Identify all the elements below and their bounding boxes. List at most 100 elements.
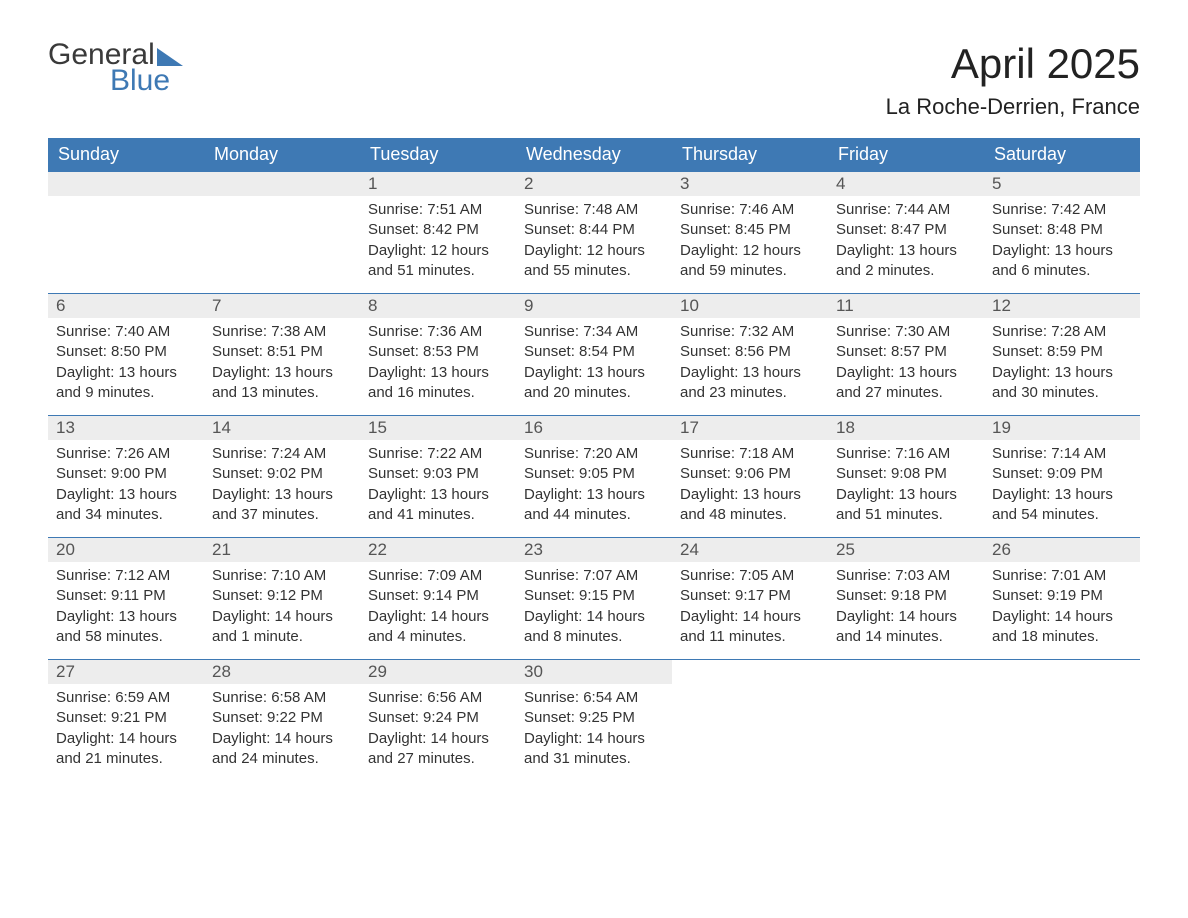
day-cell: 12Sunrise: 7:28 AMSunset: 8:59 PMDayligh… bbox=[984, 294, 1140, 416]
sunrise-text: Sunrise: 7:42 AM bbox=[992, 200, 1132, 220]
daylight-line1: Daylight: 13 hours bbox=[212, 363, 352, 383]
daylight-line2: and 13 minutes. bbox=[212, 383, 352, 403]
sunset-text: Sunset: 8:56 PM bbox=[680, 342, 820, 362]
day-cell: 25Sunrise: 7:03 AMSunset: 9:18 PMDayligh… bbox=[828, 538, 984, 660]
day-body: Sunrise: 7:09 AMSunset: 9:14 PMDaylight:… bbox=[360, 562, 516, 655]
day-cell: 13Sunrise: 7:26 AMSunset: 9:00 PMDayligh… bbox=[48, 416, 204, 538]
day-body: Sunrise: 7:42 AMSunset: 8:48 PMDaylight:… bbox=[984, 196, 1140, 289]
logo-word-blue: Blue bbox=[110, 66, 183, 96]
sunset-text: Sunset: 8:51 PM bbox=[212, 342, 352, 362]
day-cell: 29Sunrise: 6:56 AMSunset: 9:24 PMDayligh… bbox=[360, 660, 516, 782]
sunrise-text: Sunrise: 7:24 AM bbox=[212, 444, 352, 464]
day-body: Sunrise: 7:28 AMSunset: 8:59 PMDaylight:… bbox=[984, 318, 1140, 411]
sunset-text: Sunset: 9:05 PM bbox=[524, 464, 664, 484]
day-number: 4 bbox=[828, 172, 984, 196]
sunset-text: Sunset: 8:57 PM bbox=[836, 342, 976, 362]
day-number: 23 bbox=[516, 538, 672, 562]
day-number: 8 bbox=[360, 294, 516, 318]
day-number: 18 bbox=[828, 416, 984, 440]
daylight-line2: and 30 minutes. bbox=[992, 383, 1132, 403]
day-body: Sunrise: 7:48 AMSunset: 8:44 PMDaylight:… bbox=[516, 196, 672, 289]
day-body: Sunrise: 7:51 AMSunset: 8:42 PMDaylight:… bbox=[360, 196, 516, 289]
sunset-text: Sunset: 9:24 PM bbox=[368, 708, 508, 728]
daylight-line2: and 59 minutes. bbox=[680, 261, 820, 281]
sunset-text: Sunset: 9:15 PM bbox=[524, 586, 664, 606]
day-cell: 14Sunrise: 7:24 AMSunset: 9:02 PMDayligh… bbox=[204, 416, 360, 538]
day-number: 20 bbox=[48, 538, 204, 562]
sunset-text: Sunset: 8:59 PM bbox=[992, 342, 1132, 362]
sunrise-text: Sunrise: 7:38 AM bbox=[212, 322, 352, 342]
daylight-line1: Daylight: 13 hours bbox=[836, 241, 976, 261]
day-number: 21 bbox=[204, 538, 360, 562]
day-body: Sunrise: 7:03 AMSunset: 9:18 PMDaylight:… bbox=[828, 562, 984, 655]
day-body: Sunrise: 7:34 AMSunset: 8:54 PMDaylight:… bbox=[516, 318, 672, 411]
day-body: Sunrise: 7:20 AMSunset: 9:05 PMDaylight:… bbox=[516, 440, 672, 533]
day-cell: 9Sunrise: 7:34 AMSunset: 8:54 PMDaylight… bbox=[516, 294, 672, 416]
daylight-line2: and 27 minutes. bbox=[836, 383, 976, 403]
day-number: 30 bbox=[516, 660, 672, 684]
daylight-line2: and 55 minutes. bbox=[524, 261, 664, 281]
day-number: 10 bbox=[672, 294, 828, 318]
daylight-line1: Daylight: 12 hours bbox=[524, 241, 664, 261]
day-header: Thursday bbox=[672, 138, 828, 172]
sunset-text: Sunset: 9:18 PM bbox=[836, 586, 976, 606]
day-cell: 8Sunrise: 7:36 AMSunset: 8:53 PMDaylight… bbox=[360, 294, 516, 416]
daylight-line1: Daylight: 14 hours bbox=[56, 729, 196, 749]
week-row: 13Sunrise: 7:26 AMSunset: 9:00 PMDayligh… bbox=[48, 416, 1140, 538]
daylight-line1: Daylight: 13 hours bbox=[524, 485, 664, 505]
day-number: 27 bbox=[48, 660, 204, 684]
sunset-text: Sunset: 9:25 PM bbox=[524, 708, 664, 728]
location-label: La Roche-Derrien, France bbox=[886, 94, 1140, 120]
sunset-text: Sunset: 8:53 PM bbox=[368, 342, 508, 362]
day-body: Sunrise: 7:24 AMSunset: 9:02 PMDaylight:… bbox=[204, 440, 360, 533]
daylight-line2: and 51 minutes. bbox=[836, 505, 976, 525]
day-cell: 4Sunrise: 7:44 AMSunset: 8:47 PMDaylight… bbox=[828, 172, 984, 294]
sunset-text: Sunset: 8:45 PM bbox=[680, 220, 820, 240]
day-cell: 30Sunrise: 6:54 AMSunset: 9:25 PMDayligh… bbox=[516, 660, 672, 782]
day-number: 25 bbox=[828, 538, 984, 562]
day-header: Wednesday bbox=[516, 138, 672, 172]
daylight-line2: and 48 minutes. bbox=[680, 505, 820, 525]
day-number: 16 bbox=[516, 416, 672, 440]
daylight-line2: and 20 minutes. bbox=[524, 383, 664, 403]
day-cell: 2Sunrise: 7:48 AMSunset: 8:44 PMDaylight… bbox=[516, 172, 672, 294]
day-cell: 18Sunrise: 7:16 AMSunset: 9:08 PMDayligh… bbox=[828, 416, 984, 538]
day-body: Sunrise: 7:22 AMSunset: 9:03 PMDaylight:… bbox=[360, 440, 516, 533]
day-number: 14 bbox=[204, 416, 360, 440]
daylight-line1: Daylight: 14 hours bbox=[212, 607, 352, 627]
month-title: April 2025 bbox=[886, 40, 1140, 88]
daylight-line2: and 24 minutes. bbox=[212, 749, 352, 769]
day-number: 15 bbox=[360, 416, 516, 440]
sunset-text: Sunset: 9:09 PM bbox=[992, 464, 1132, 484]
sunset-text: Sunset: 8:44 PM bbox=[524, 220, 664, 240]
day-cell: 27Sunrise: 6:59 AMSunset: 9:21 PMDayligh… bbox=[48, 660, 204, 782]
daylight-line1: Daylight: 13 hours bbox=[680, 363, 820, 383]
day-body: Sunrise: 7:32 AMSunset: 8:56 PMDaylight:… bbox=[672, 318, 828, 411]
day-body: Sunrise: 7:36 AMSunset: 8:53 PMDaylight:… bbox=[360, 318, 516, 411]
daylight-line1: Daylight: 14 hours bbox=[368, 729, 508, 749]
daylight-line2: and 16 minutes. bbox=[368, 383, 508, 403]
sunrise-text: Sunrise: 7:16 AM bbox=[836, 444, 976, 464]
day-body: Sunrise: 7:07 AMSunset: 9:15 PMDaylight:… bbox=[516, 562, 672, 655]
day-body: Sunrise: 7:46 AMSunset: 8:45 PMDaylight:… bbox=[672, 196, 828, 289]
day-body: Sunrise: 7:16 AMSunset: 9:08 PMDaylight:… bbox=[828, 440, 984, 533]
daylight-line1: Daylight: 13 hours bbox=[368, 485, 508, 505]
sunset-text: Sunset: 9:17 PM bbox=[680, 586, 820, 606]
week-row: 6Sunrise: 7:40 AMSunset: 8:50 PMDaylight… bbox=[48, 294, 1140, 416]
day-cell bbox=[48, 172, 204, 294]
daylight-line2: and 6 minutes. bbox=[992, 261, 1132, 281]
day-body: Sunrise: 7:14 AMSunset: 9:09 PMDaylight:… bbox=[984, 440, 1140, 533]
day-cell: 22Sunrise: 7:09 AMSunset: 9:14 PMDayligh… bbox=[360, 538, 516, 660]
day-body: Sunrise: 7:26 AMSunset: 9:00 PMDaylight:… bbox=[48, 440, 204, 533]
day-header: Saturday bbox=[984, 138, 1140, 172]
day-number: 6 bbox=[48, 294, 204, 318]
day-cell: 10Sunrise: 7:32 AMSunset: 8:56 PMDayligh… bbox=[672, 294, 828, 416]
day-cell: 6Sunrise: 7:40 AMSunset: 8:50 PMDaylight… bbox=[48, 294, 204, 416]
daylight-line2: and 21 minutes. bbox=[56, 749, 196, 769]
daylight-line2: and 31 minutes. bbox=[524, 749, 664, 769]
day-number: 26 bbox=[984, 538, 1140, 562]
sunrise-text: Sunrise: 6:54 AM bbox=[524, 688, 664, 708]
daylight-line2: and 41 minutes. bbox=[368, 505, 508, 525]
day-body: Sunrise: 6:56 AMSunset: 9:24 PMDaylight:… bbox=[360, 684, 516, 777]
daylight-line1: Daylight: 13 hours bbox=[56, 485, 196, 505]
